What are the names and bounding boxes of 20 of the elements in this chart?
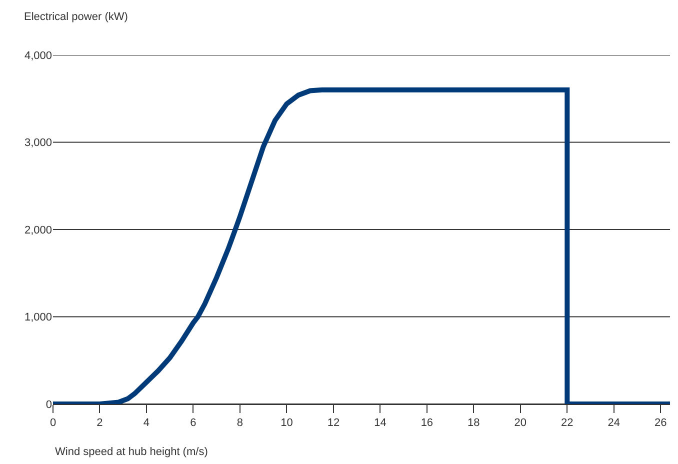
x-tick-label: 8 bbox=[236, 417, 244, 430]
x-axis-title: Wind speed at hub height (m/s) bbox=[55, 446, 208, 458]
x-tick-label: 14 bbox=[374, 417, 386, 430]
y-tick-label: 0 bbox=[46, 398, 52, 411]
x-tick-label: 20 bbox=[514, 417, 527, 430]
x-tick-label: 26 bbox=[654, 417, 667, 430]
x-tick-label: 18 bbox=[468, 417, 480, 430]
x-tick-label: 16 bbox=[420, 417, 434, 430]
x-tick-label: 10 bbox=[280, 417, 293, 430]
x-tick-label: 12 bbox=[327, 417, 340, 430]
x-tick-label: 24 bbox=[608, 417, 620, 430]
y-tick-label: 2,000 bbox=[24, 224, 52, 236]
y-tick-label: 1,000 bbox=[24, 312, 52, 324]
y-tick-label: 3,000 bbox=[24, 137, 52, 150]
x-tick-label: 22 bbox=[561, 417, 574, 430]
x-tick-label: 4 bbox=[143, 417, 150, 430]
x-tick-label: 6 bbox=[190, 417, 196, 430]
y-axis-title: Electrical power (kW) bbox=[24, 11, 128, 23]
y-tick-label: 4,000 bbox=[24, 50, 52, 62]
x-tick-label: 2 bbox=[96, 417, 103, 430]
